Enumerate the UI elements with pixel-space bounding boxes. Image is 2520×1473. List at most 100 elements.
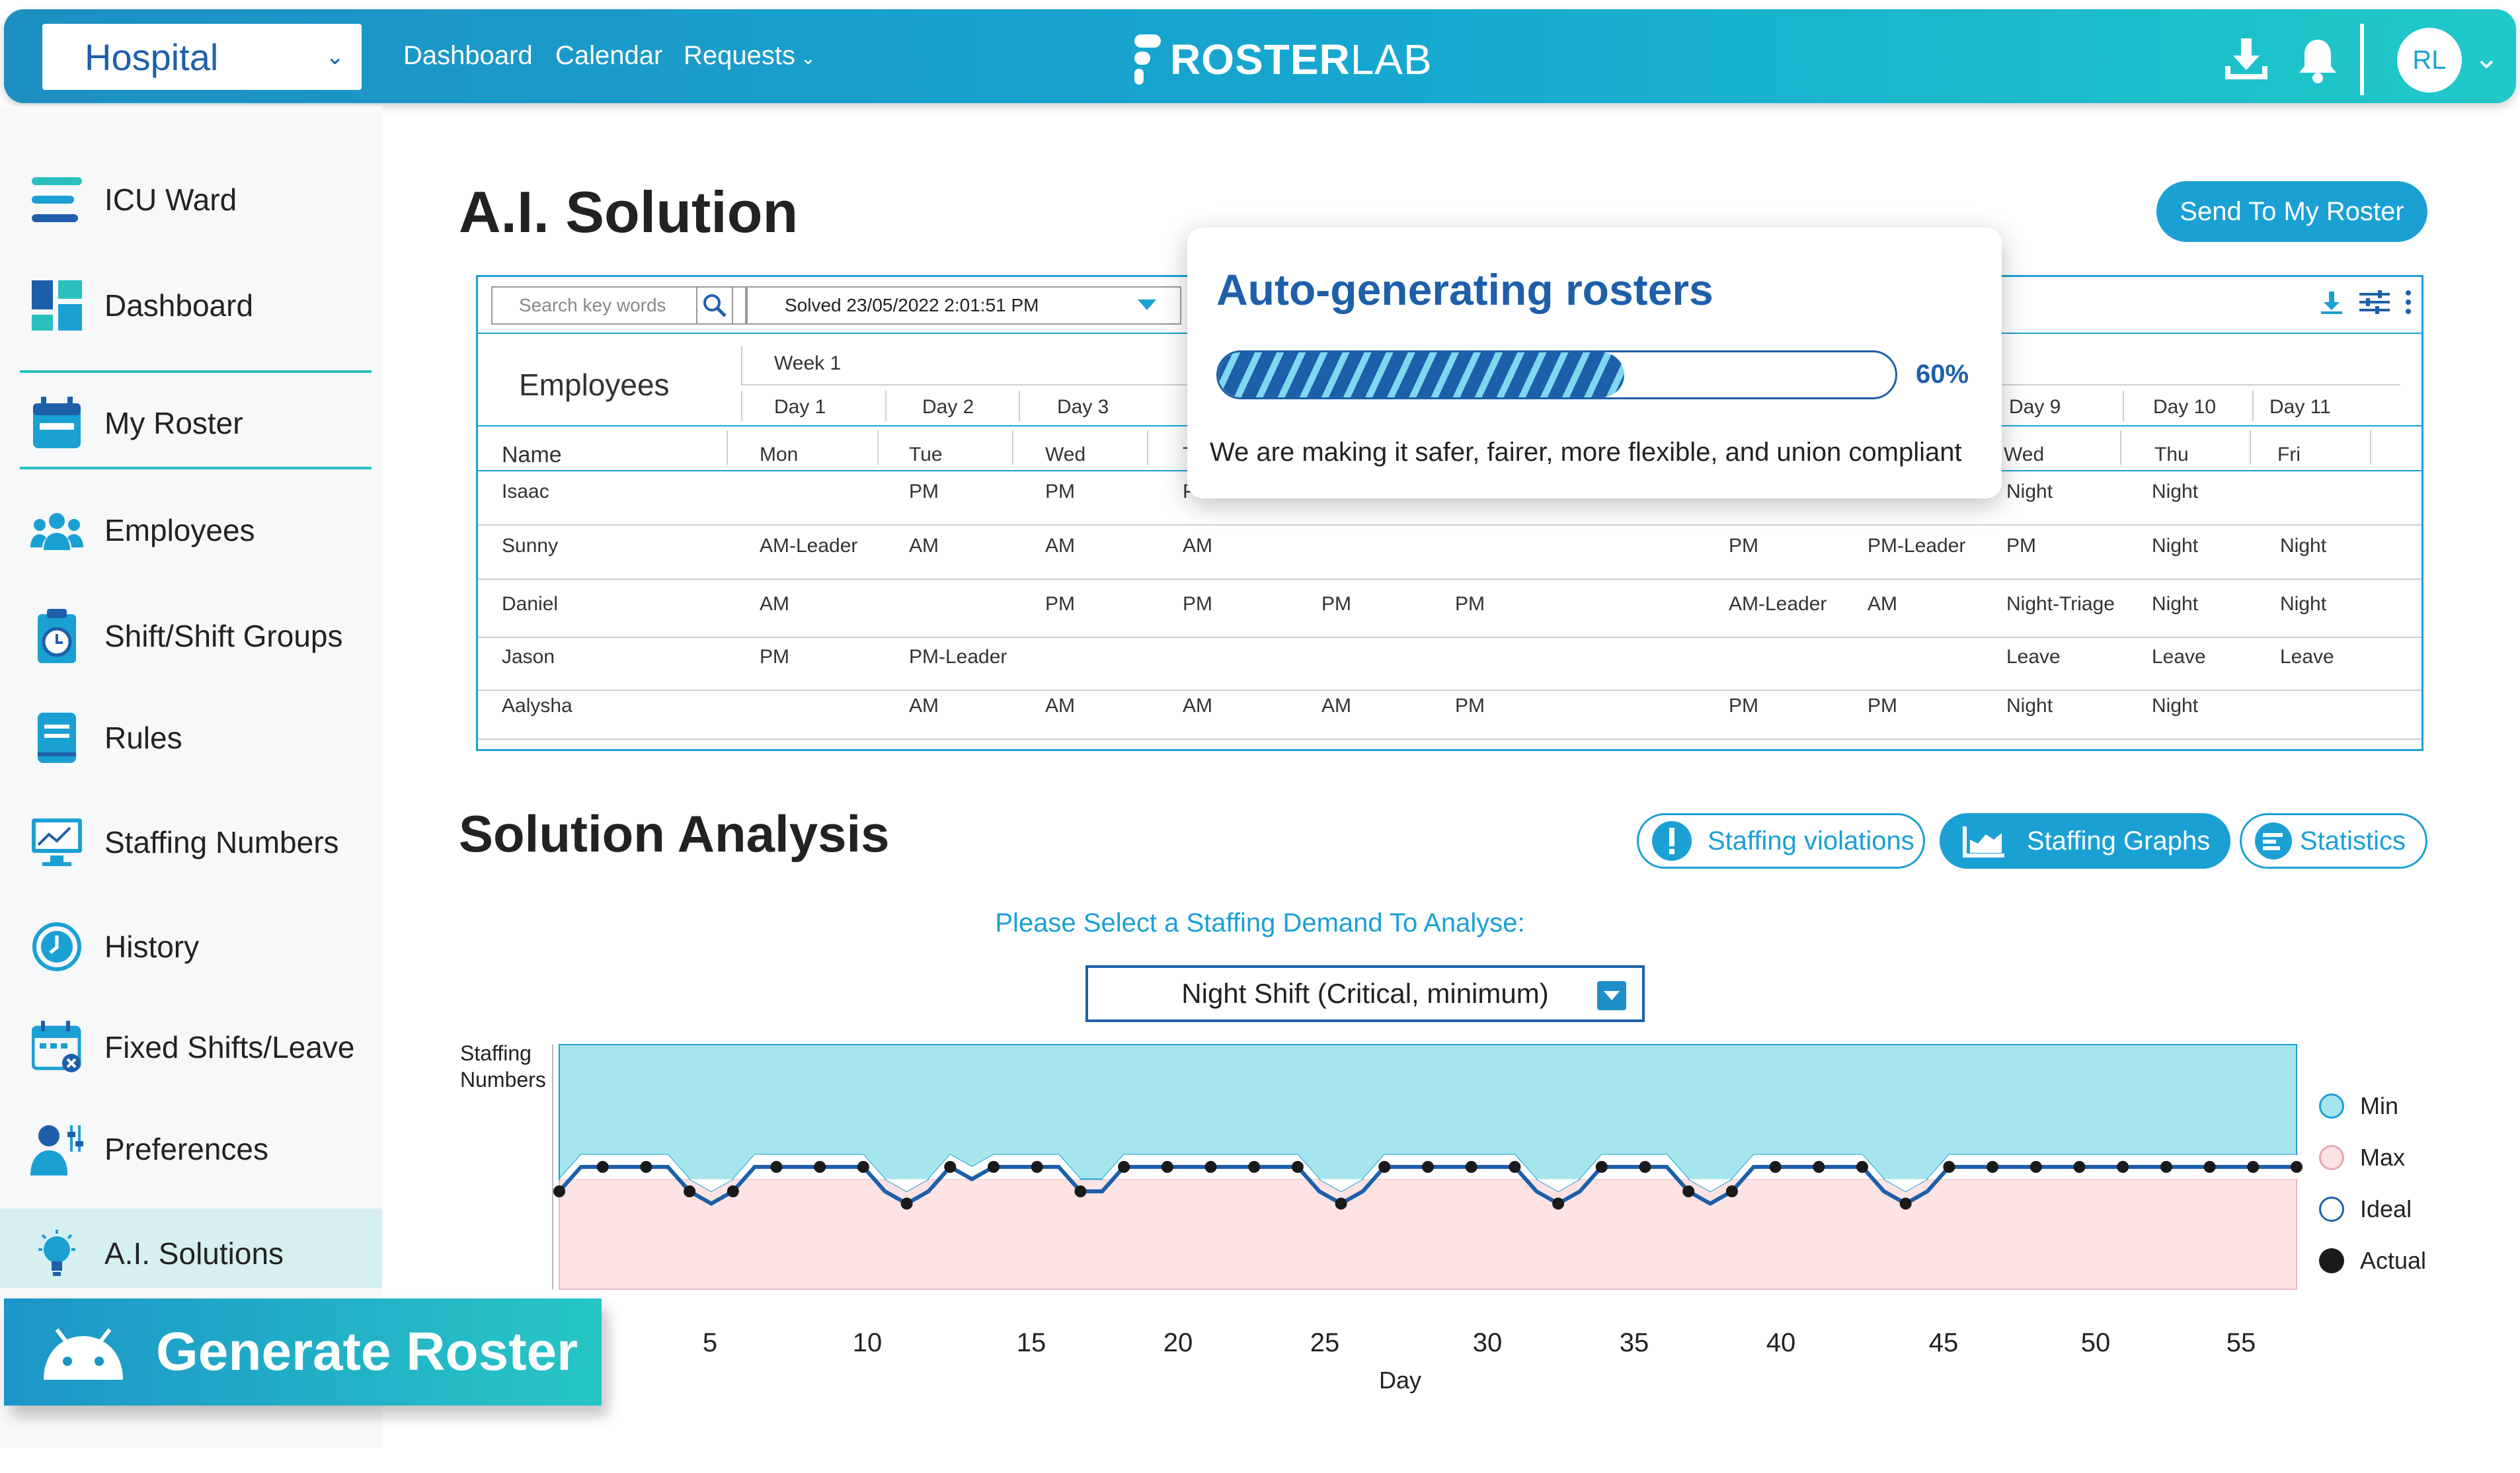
chevron-down-icon: ⌄ — [325, 44, 345, 69]
shift-cell[interactable]: Night — [2006, 481, 2053, 502]
shift-cell[interactable]: Leave — [2280, 646, 2334, 668]
sidebar-item-label: A.I. Solutions — [104, 1236, 284, 1271]
sidebar-item-my-roster[interactable]: My Roster — [26, 377, 370, 469]
staffing-demand-select[interactable]: Night Shift (Critical, minimum) — [1085, 965, 1645, 1022]
area-chart-icon — [1963, 826, 2004, 857]
employee-name[interactable]: Aalysha — [502, 695, 572, 717]
chevron-down-icon[interactable]: ⌄ — [2474, 40, 2500, 75]
person-preferences-icon — [26, 1119, 87, 1179]
actual-point — [1248, 1161, 1261, 1173]
solution-select[interactable]: Solved 23/05/2022 2:01:51 PM — [746, 286, 1181, 325]
x-tick-label: 55 — [2226, 1328, 2256, 1357]
x-tick-label: 10 — [853, 1328, 883, 1357]
shift-cell[interactable]: AM — [1045, 695, 1075, 717]
shift-cell[interactable]: AM-Leader — [1729, 593, 1827, 615]
shift-cell[interactable]: PM — [760, 646, 789, 668]
weekday-header: Thu — [2154, 444, 2189, 465]
tab-staffing-violations[interactable]: Staffing violations — [1637, 813, 1925, 869]
search-icon[interactable] — [696, 286, 733, 325]
sidebar-item-label: Dashboard — [104, 288, 254, 323]
employee-name[interactable]: Jason — [502, 646, 555, 668]
clipboard-clock-icon — [26, 606, 87, 666]
nav-calendar[interactable]: Calendar — [555, 41, 663, 70]
actual-point — [944, 1161, 957, 1173]
shift-cell[interactable]: Night — [2006, 695, 2053, 717]
filter-settings-icon[interactable] — [2358, 289, 2391, 315]
tab-statistics[interactable]: Statistics — [2240, 813, 2427, 869]
shift-cell[interactable]: PM-Leader — [1868, 535, 1966, 557]
sidebar-item-history[interactable]: History — [26, 900, 370, 993]
sidebar-item-staffing-numbers[interactable]: Staffing Numbers — [26, 796, 370, 889]
shift-cell[interactable]: PM — [1183, 593, 1212, 615]
sidebar-item-icu-ward[interactable]: ICU Ward — [26, 153, 370, 246]
shift-cell[interactable]: AM — [1183, 695, 1212, 717]
download-icon[interactable] — [2220, 34, 2273, 87]
chevron-down-icon: ⌄ — [795, 48, 816, 68]
more-vertical-icon[interactable] — [2404, 289, 2412, 315]
sidebar-item-label: Employees — [104, 513, 255, 547]
shift-cell[interactable]: PM — [1868, 695, 1897, 717]
shift-cell[interactable]: Night-Triage — [2006, 593, 2115, 615]
shift-cell[interactable]: AM-Leader — [760, 535, 858, 557]
shift-cell[interactable]: AM — [909, 695, 939, 717]
actual-point — [1682, 1185, 1695, 1197]
demand-prompt: Please Select a Staffing Demand To Analy… — [995, 908, 1525, 937]
shift-cell[interactable]: PM — [1455, 695, 1485, 717]
shift-cell[interactable]: PM — [909, 481, 939, 502]
sidebar-item-employees[interactable]: Employees — [26, 484, 370, 577]
page-title: A.I. Solution — [459, 179, 799, 245]
shift-cell[interactable]: Leave — [2152, 646, 2206, 668]
employee-name[interactable]: Sunny — [502, 535, 559, 557]
progress-bar-fill — [1218, 352, 1625, 397]
shift-cell[interactable]: Night — [2280, 593, 2327, 615]
nav-requests[interactable]: Requests ⌄ — [684, 41, 816, 71]
row-divider — [478, 738, 2422, 740]
shift-cell[interactable]: PM — [1729, 535, 1758, 557]
sidebar-item-dashboard[interactable]: Dashboard — [26, 259, 370, 352]
shift-cell[interactable]: Night — [2152, 481, 2199, 502]
shift-cell[interactable]: PM — [1729, 695, 1758, 717]
shift-cell[interactable]: PM-Leader — [909, 646, 1007, 668]
download-icon[interactable] — [2318, 289, 2345, 315]
sidebar-item-preferences[interactable]: Preferences — [26, 1103, 370, 1195]
statistics-icon — [2255, 822, 2292, 859]
sidebar-item-shift-groups[interactable]: Shift/Shift Groups — [26, 590, 370, 682]
actual-point — [988, 1161, 1000, 1173]
staffing-demand-value: Night Shift (Critical, minimum) — [1181, 978, 1549, 1009]
shift-cell[interactable]: Night — [2152, 535, 2199, 557]
actual-point — [2203, 1161, 2216, 1173]
shift-cell[interactable]: PM — [1045, 481, 1075, 502]
nav-dashboard[interactable]: Dashboard — [403, 41, 533, 70]
shift-cell[interactable]: Night — [2152, 695, 2199, 717]
search-input[interactable]: Search key words — [491, 286, 746, 325]
shift-cell[interactable]: AM — [1183, 535, 1212, 557]
avatar[interactable]: RL — [2397, 28, 2462, 93]
shift-cell[interactable]: PM — [2006, 535, 2036, 557]
org-select[interactable]: Hospital ⌄ — [42, 24, 362, 90]
actual-point — [1899, 1197, 1912, 1210]
shift-cell[interactable]: AM — [1321, 695, 1351, 717]
shift-cell[interactable]: Leave — [2006, 646, 2061, 668]
shift-cell[interactable]: PM — [1455, 593, 1485, 615]
bell-icon[interactable] — [2291, 34, 2344, 87]
sidebar-item-rules[interactable]: Rules — [26, 692, 370, 784]
shift-cell[interactable]: Night — [2152, 593, 2199, 615]
shift-cell[interactable]: PM — [1045, 593, 1075, 615]
send-to-my-roster-button[interactable]: Send To My Roster — [2156, 181, 2427, 242]
generate-roster-button[interactable]: Generate Roster — [4, 1298, 602, 1406]
shift-cell[interactable]: PM — [1321, 593, 1351, 615]
shift-cell[interactable]: AM — [1045, 535, 1075, 557]
employee-name[interactable]: Daniel — [502, 593, 559, 615]
employee-name[interactable]: Isaac — [502, 481, 549, 502]
sidebar-item-ai-solutions[interactable]: A.I. Solutions — [26, 1207, 370, 1300]
shift-cell[interactable]: Night — [2280, 535, 2327, 557]
shift-cell[interactable]: AM — [760, 593, 789, 615]
auto-generating-popup: Auto-generating rosters 60% We are makin… — [1187, 227, 2002, 498]
tab-staffing-graphs[interactable]: Staffing Graphs — [1940, 813, 2230, 869]
shift-cell[interactable]: AM — [1868, 593, 1897, 615]
actual-point — [2073, 1161, 2086, 1173]
shift-cell[interactable]: AM — [909, 535, 939, 557]
actual-point — [1074, 1185, 1087, 1197]
chart-monitor-icon — [26, 812, 87, 873]
sidebar-item-fixed-shifts-leave[interactable]: Fixed Shifts/Leave — [26, 1001, 370, 1094]
